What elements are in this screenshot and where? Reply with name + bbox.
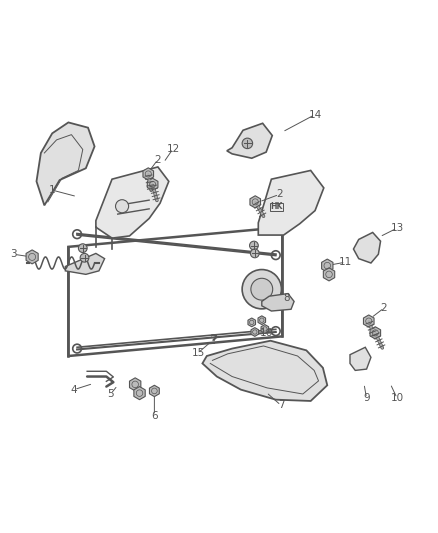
Polygon shape — [149, 385, 159, 397]
Polygon shape — [370, 327, 381, 339]
Circle shape — [251, 278, 273, 300]
Polygon shape — [134, 386, 145, 400]
Text: ?: ? — [210, 333, 218, 347]
Text: 3: 3 — [11, 249, 17, 259]
Text: 5: 5 — [107, 389, 114, 399]
Polygon shape — [36, 123, 95, 205]
Polygon shape — [227, 123, 272, 158]
Circle shape — [116, 200, 129, 213]
Text: 9: 9 — [363, 393, 370, 403]
Text: 2: 2 — [276, 189, 283, 199]
Text: 2: 2 — [155, 155, 161, 165]
Text: 15: 15 — [191, 348, 205, 358]
Text: 14: 14 — [308, 110, 321, 119]
Polygon shape — [353, 232, 381, 263]
Polygon shape — [323, 268, 335, 281]
Circle shape — [78, 244, 87, 253]
Polygon shape — [96, 167, 169, 238]
Polygon shape — [65, 253, 105, 274]
Text: 7: 7 — [278, 400, 284, 410]
Polygon shape — [258, 171, 324, 235]
Text: 11: 11 — [339, 257, 352, 267]
Polygon shape — [130, 378, 141, 391]
Text: 1: 1 — [49, 185, 56, 195]
Polygon shape — [364, 315, 374, 327]
Text: 2: 2 — [381, 303, 387, 313]
Polygon shape — [261, 325, 268, 333]
Polygon shape — [143, 168, 154, 180]
Polygon shape — [258, 316, 265, 325]
Circle shape — [80, 253, 89, 262]
Polygon shape — [321, 259, 333, 272]
Polygon shape — [202, 341, 327, 401]
Circle shape — [242, 270, 282, 309]
Polygon shape — [350, 348, 371, 370]
Polygon shape — [251, 328, 258, 336]
Bar — [270, 203, 283, 211]
Text: 4: 4 — [71, 385, 78, 394]
Text: 12: 12 — [166, 143, 180, 154]
Polygon shape — [248, 318, 255, 327]
Text: HK: HK — [270, 202, 283, 211]
Circle shape — [242, 138, 253, 149]
Polygon shape — [147, 179, 158, 190]
Polygon shape — [26, 250, 38, 264]
Text: 13: 13 — [391, 223, 404, 233]
Text: 10: 10 — [391, 393, 404, 403]
Polygon shape — [262, 294, 294, 311]
Polygon shape — [250, 196, 261, 208]
Circle shape — [250, 241, 258, 250]
Text: 6: 6 — [151, 411, 158, 421]
Text: 16: 16 — [260, 328, 273, 338]
Text: 8: 8 — [283, 293, 290, 303]
Circle shape — [251, 249, 259, 258]
